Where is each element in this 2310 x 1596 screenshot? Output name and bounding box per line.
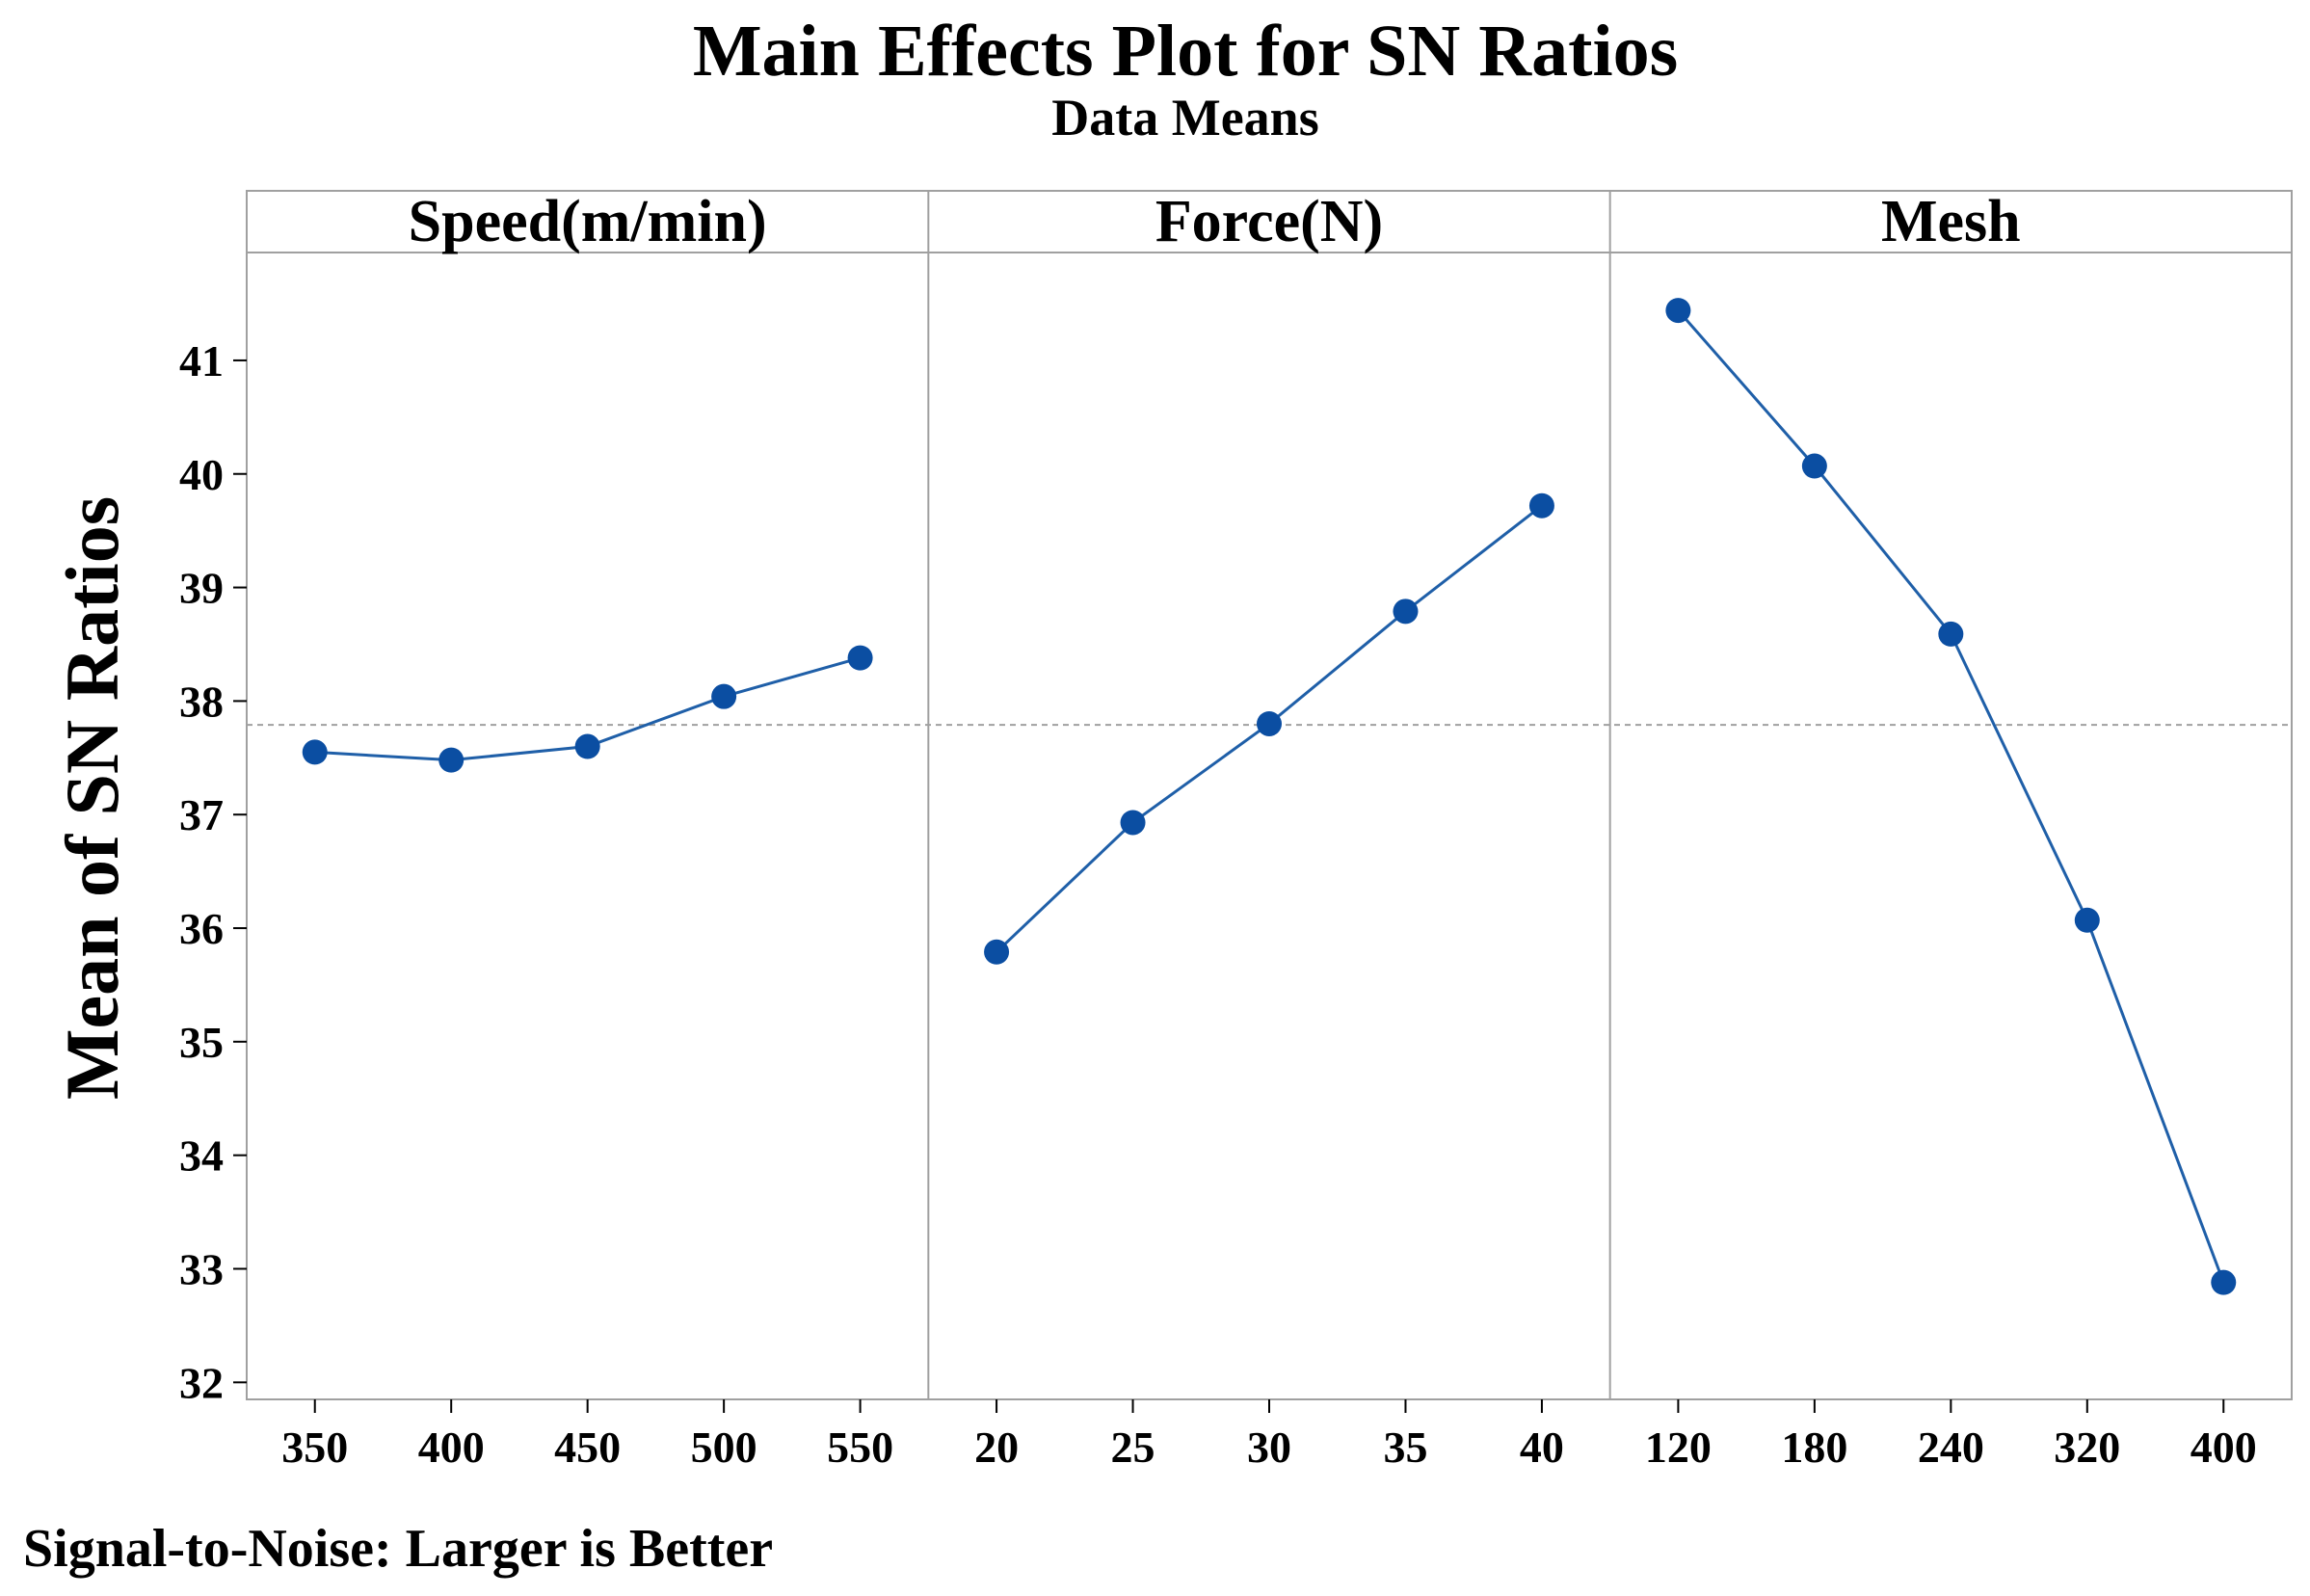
y-tick-label: 40 (179, 450, 224, 499)
x-tick-label: 180 (1781, 1423, 1847, 1472)
data-point (574, 733, 600, 759)
data-point (1120, 810, 1146, 836)
data-point (302, 739, 328, 765)
x-tick-label: 400 (418, 1423, 485, 1472)
footnote: Signal-to-Noise: Larger is Better (23, 1519, 773, 1579)
x-tick-label: 450 (554, 1423, 621, 1472)
y-tick-label: 38 (179, 677, 224, 726)
x-tick-label: 400 (2191, 1423, 2257, 1472)
x-tick-label: 40 (1520, 1423, 1564, 1472)
panel-title: Mesh (1881, 189, 2021, 254)
plot-frame (246, 190, 2293, 1400)
y-tick-label: 35 (179, 1018, 224, 1067)
y-tick-label: 39 (179, 564, 224, 613)
data-point (711, 683, 737, 709)
y-tick-label: 41 (179, 336, 224, 386)
chart-subtitle: Data Means (1051, 89, 1318, 146)
data-point (2074, 907, 2100, 933)
data-point (984, 939, 1010, 965)
data-point (1393, 598, 1419, 625)
data-point (1665, 298, 1691, 324)
data-point (1938, 621, 1964, 647)
x-tick-label: 25 (1111, 1423, 1155, 1472)
x-tick-label: 500 (691, 1423, 757, 1472)
y-tick-label: 34 (179, 1131, 224, 1181)
panel-title: Force(N) (1155, 189, 1383, 254)
data-point (847, 645, 873, 671)
x-tick-label: 320 (2054, 1423, 2120, 1472)
y-tick-label: 36 (179, 904, 224, 953)
data-point (1257, 710, 1282, 736)
data-point (1528, 492, 1554, 519)
x-tick-label: 35 (1383, 1423, 1427, 1472)
y-tick-label: 33 (179, 1245, 224, 1294)
panel-title: Speed(m/min) (409, 189, 767, 254)
x-tick-label: 240 (1918, 1423, 1984, 1472)
data-point (2211, 1269, 2237, 1295)
plot-area: 32 33 34 35 36 37 38 39 40 41 Speed(m/min) 350 400 45… (179, 189, 2293, 1472)
x-tick-label: 20 (974, 1423, 1019, 1472)
x-tick-label: 350 (281, 1423, 348, 1472)
x-tick-label: 550 (827, 1423, 893, 1472)
chart-title: Main Effects Plot for SN Ratios (693, 11, 1678, 92)
data-point (438, 747, 465, 773)
x-tick-label: 120 (1645, 1423, 1712, 1472)
data-point (1801, 453, 1827, 479)
x-tick-label: 30 (1247, 1423, 1291, 1472)
y-tick-label: 32 (179, 1358, 224, 1407)
y-axis-label: Mean of SN Ratios (50, 496, 134, 1100)
series-line (1677, 309, 2225, 1284)
y-tick-label: 37 (179, 790, 224, 839)
